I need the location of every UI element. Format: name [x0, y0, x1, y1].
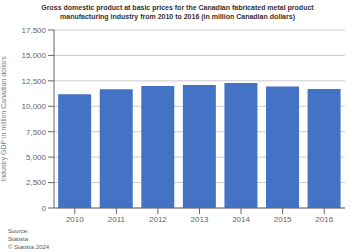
html-text:© Statista 2024: © Statista 2024 [8, 244, 50, 250]
svg-text:0: 0 [42, 204, 47, 213]
svg-text:2012: 2012 [149, 215, 167, 224]
svg-text:2,500: 2,500 [26, 178, 47, 187]
svg-text:7,500: 7,500 [26, 128, 47, 137]
svg-text:12,500: 12,500 [22, 77, 47, 86]
html-text:Gross domestic product at basi: Gross domestic product at basic prices f… [41, 4, 314, 11]
svg-text:2014: 2014 [232, 215, 250, 224]
svg-text:2016: 2016 [315, 215, 333, 224]
svg-text:2015: 2015 [274, 215, 292, 224]
svg-text:5,000: 5,000 [26, 153, 47, 162]
svg-text:10,000: 10,000 [22, 102, 47, 111]
svg-text:2010: 2010 [66, 215, 84, 224]
svg-text:15,000: 15,000 [22, 51, 47, 60]
html-text:Source:: Source: [8, 228, 29, 234]
html-text:Statista: Statista [8, 236, 28, 242]
html-text:manufacturing industry from 20: manufacturing industry from 2010 to 2016… [60, 13, 295, 20]
svg-text:2013: 2013 [191, 215, 209, 224]
svg-text:17,500: 17,500 [22, 26, 47, 35]
svg-text:2011: 2011 [108, 215, 126, 224]
svg-text:Industry GDP in million Canadi: Industry GDP in million Canadian dollars [8, 56, 9, 182]
